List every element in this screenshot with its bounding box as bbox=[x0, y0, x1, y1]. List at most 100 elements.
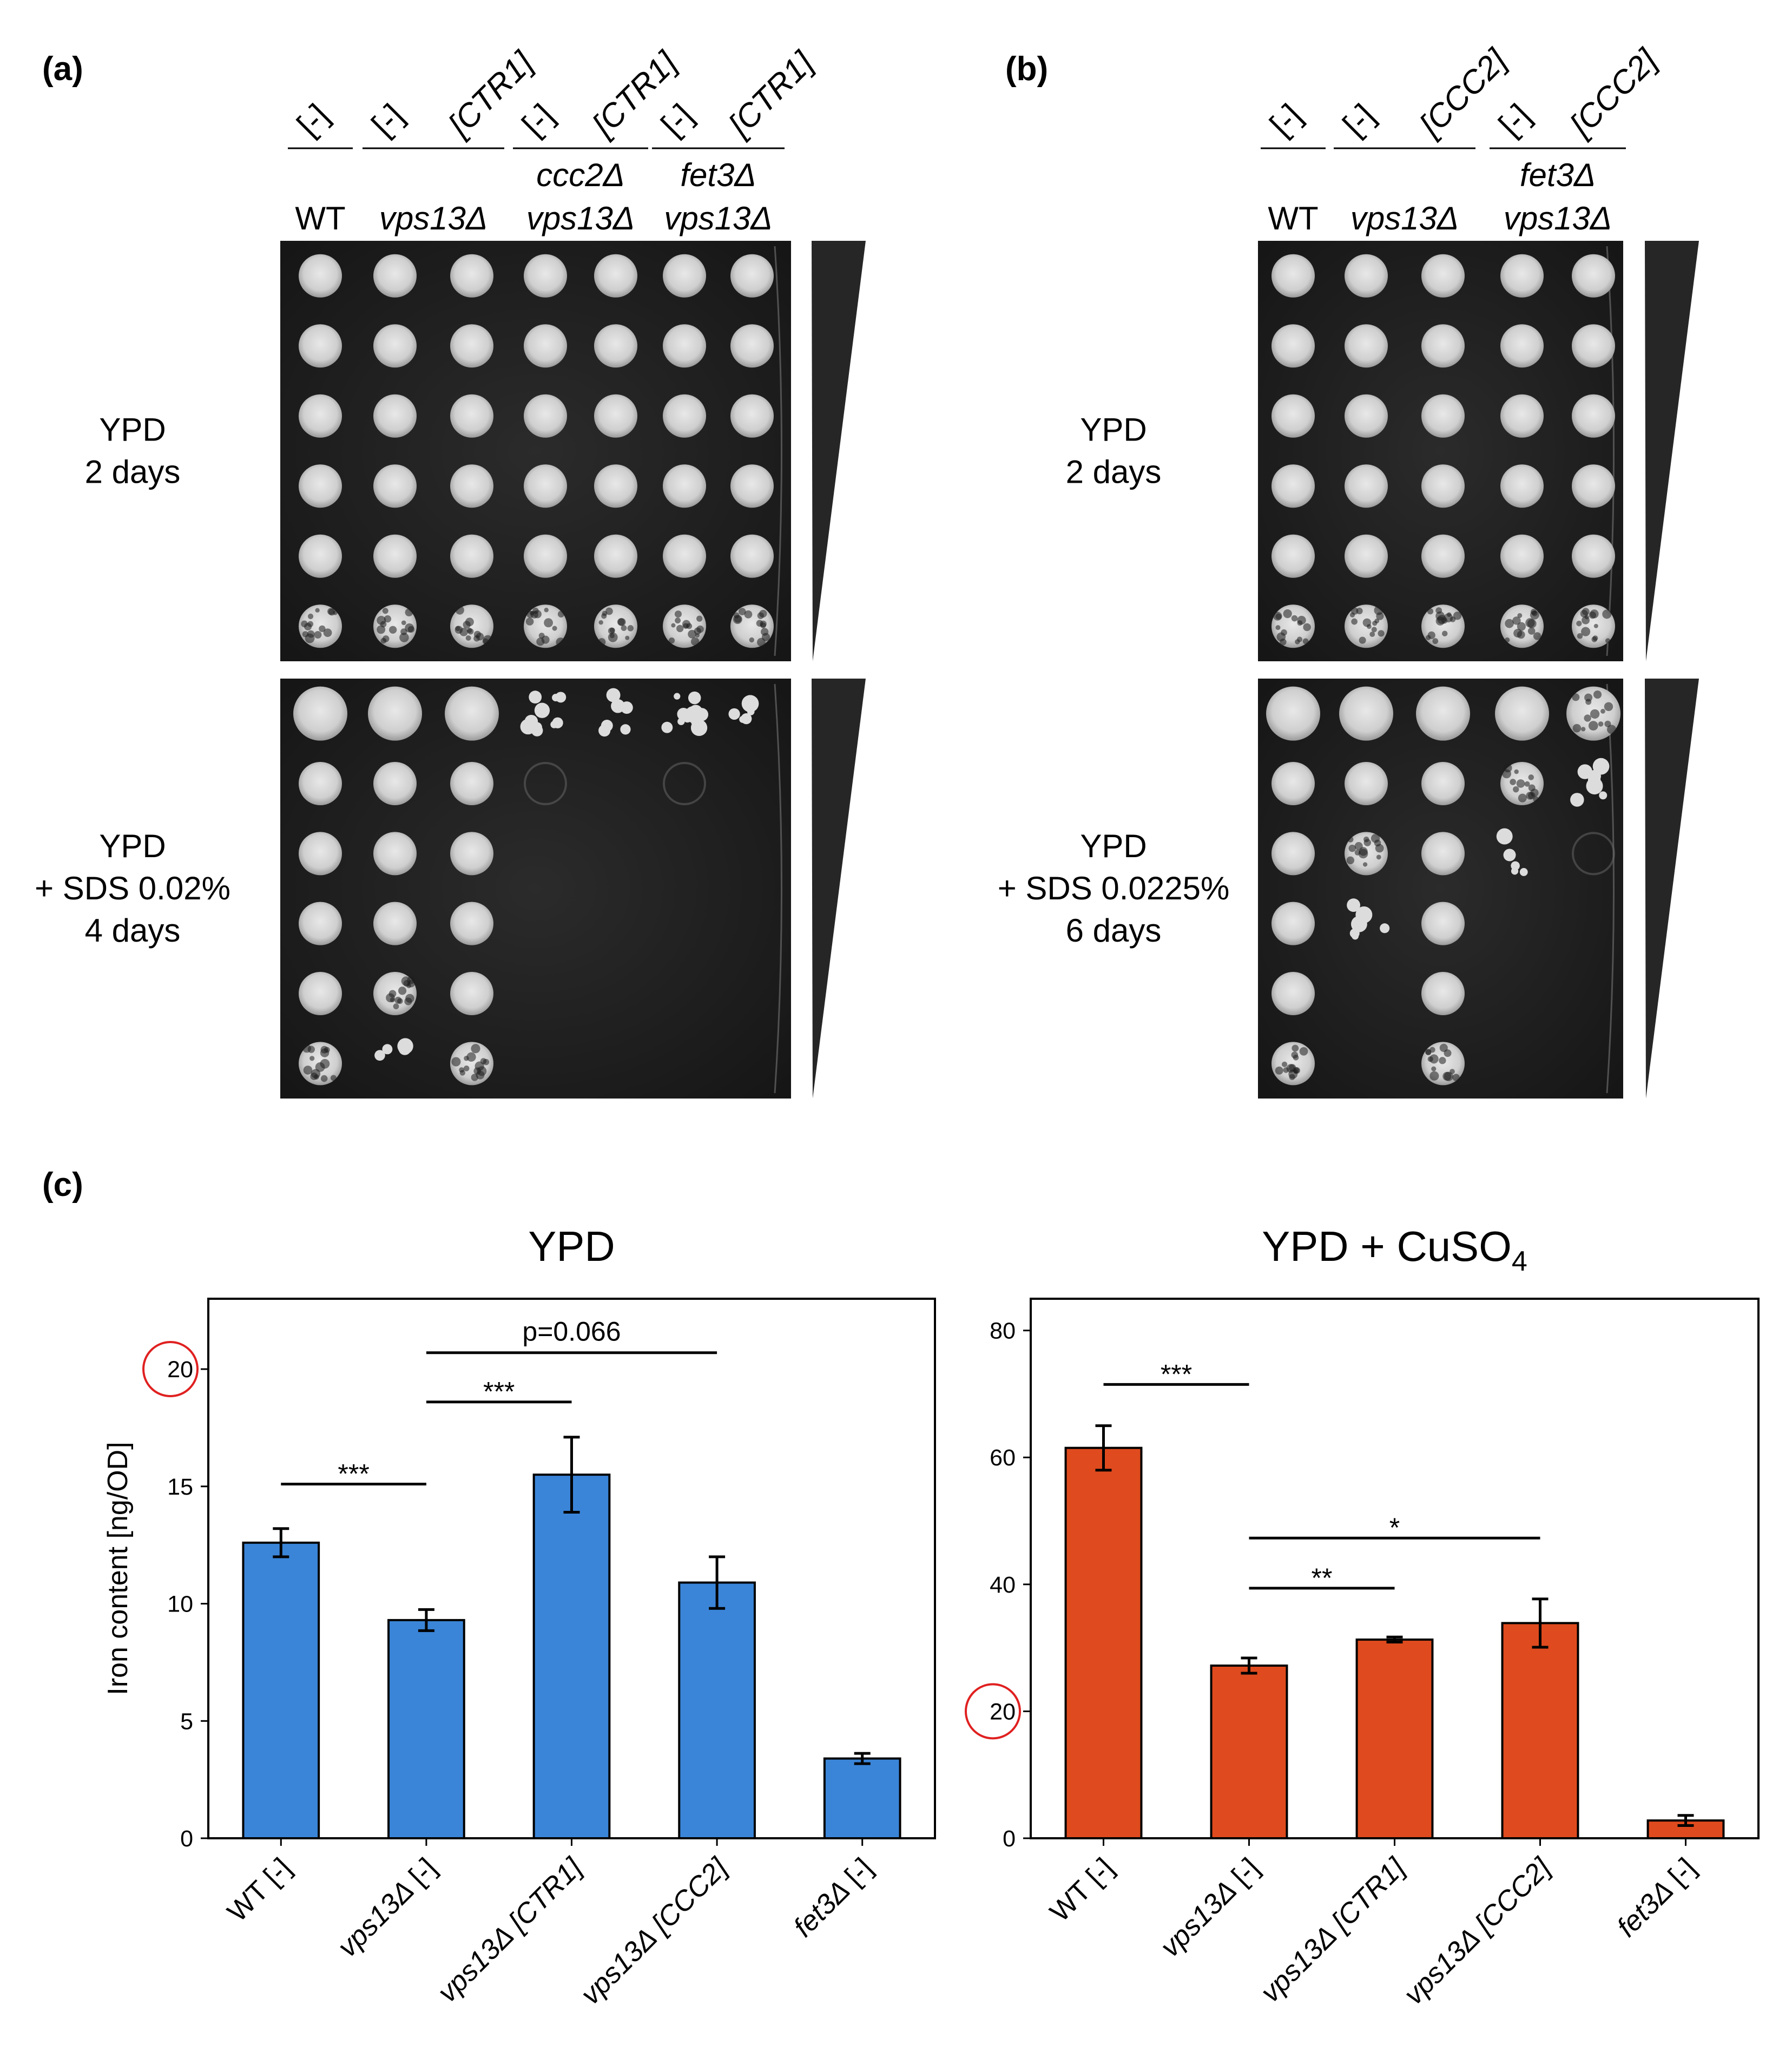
dilution-wedge bbox=[1645, 679, 1699, 1099]
condition-label: 6 days bbox=[1066, 912, 1162, 949]
colony-spot bbox=[663, 324, 706, 368]
column-label: [CCC2] bbox=[1412, 42, 1514, 144]
highlight-circle bbox=[965, 1683, 1021, 1740]
colony-spot bbox=[299, 394, 342, 438]
faint-spot bbox=[524, 762, 567, 805]
error-bar bbox=[1677, 1814, 1694, 1827]
y-tick-label: 10 bbox=[167, 1592, 193, 1617]
strain-label: vps13Δ bbox=[526, 200, 635, 236]
significance-label: *** bbox=[483, 1377, 515, 1407]
panel-a-strain-labels: WT vps13Δ ccc2Δ vps13Δ fet3Δ vps13Δ bbox=[288, 147, 785, 236]
colony bbox=[661, 721, 673, 733]
column-label: [-] bbox=[1492, 97, 1538, 143]
colony-spot bbox=[1271, 324, 1315, 368]
colony-spot bbox=[663, 254, 706, 298]
dilution-wedge bbox=[812, 679, 866, 1099]
colony-spot bbox=[299, 324, 342, 368]
bar bbox=[823, 1757, 901, 1840]
colony-spot bbox=[1345, 762, 1388, 805]
colony-spot bbox=[373, 324, 417, 368]
colony-spot bbox=[663, 534, 706, 578]
colony-spot bbox=[663, 464, 706, 508]
colony-spot bbox=[299, 902, 342, 945]
colony bbox=[524, 714, 538, 728]
column-label: [-] bbox=[365, 97, 411, 143]
colony bbox=[1594, 759, 1606, 771]
error-bar bbox=[854, 1752, 871, 1765]
agar-plate bbox=[1258, 241, 1699, 661]
colony-spot bbox=[1500, 464, 1544, 508]
strain-label: vps13Δ bbox=[379, 200, 487, 236]
colony-spot bbox=[663, 394, 706, 438]
colony bbox=[534, 702, 550, 718]
significance-label: *** bbox=[1161, 1359, 1192, 1389]
y-axis-label: Iron content [ng/OD] bbox=[102, 1442, 134, 1695]
strain-label: vps13Δ bbox=[664, 200, 772, 236]
colony-spot bbox=[1345, 394, 1388, 438]
error-bar bbox=[418, 1608, 434, 1632]
significance-bracket: p=0.066 bbox=[426, 1317, 717, 1354]
chart-title: YPD bbox=[528, 1222, 615, 1270]
colony-spot bbox=[1271, 534, 1315, 578]
colony-spot bbox=[450, 464, 493, 508]
colony-spot bbox=[373, 832, 417, 876]
strain-label: WT bbox=[1268, 200, 1318, 236]
colony-spot bbox=[594, 534, 637, 578]
agar-plate bbox=[1258, 679, 1699, 1099]
colony bbox=[1511, 867, 1519, 875]
colony-spot bbox=[730, 324, 774, 368]
colony-spot bbox=[1572, 324, 1615, 368]
agar-plate bbox=[280, 241, 866, 661]
colony-spot bbox=[1345, 324, 1388, 368]
condition-label: + SDS 0.02% bbox=[35, 870, 230, 906]
bar bbox=[242, 1541, 320, 1839]
colony bbox=[674, 693, 681, 700]
colony-spot bbox=[1266, 686, 1320, 741]
panel-a-column-labels: [-] [-] [CTR1][-] [CTR1][-] [CTR1] bbox=[290, 44, 821, 144]
strain-label-line1: fet3Δ bbox=[680, 157, 756, 193]
significance-label: p=0.066 bbox=[522, 1317, 621, 1347]
y-tick-label: 60 bbox=[990, 1445, 1016, 1471]
colony bbox=[1503, 849, 1516, 861]
colony-spot bbox=[594, 254, 637, 298]
colony-spot bbox=[1271, 464, 1315, 508]
error-bar bbox=[563, 1436, 580, 1514]
colony-spot bbox=[450, 534, 493, 578]
colony-spot bbox=[450, 762, 493, 805]
colony bbox=[1587, 773, 1601, 786]
strain-label-line1: ccc2Δ bbox=[536, 157, 625, 193]
significance-label: *** bbox=[338, 1458, 369, 1489]
condition-label: 4 days bbox=[85, 912, 181, 949]
colony-spot bbox=[594, 464, 637, 508]
column-label: [-] bbox=[515, 97, 561, 143]
colony bbox=[1519, 868, 1528, 876]
strain-label-line1: fet3Δ bbox=[1520, 157, 1596, 193]
colony-spot bbox=[373, 534, 417, 578]
colony-spot bbox=[1421, 254, 1465, 298]
colony-spot bbox=[1339, 686, 1393, 741]
x-tick-label: vps13Δ [CCC2] bbox=[1398, 1851, 1557, 2010]
colony bbox=[1347, 898, 1360, 912]
panel-b-strain-labels: WT vps13Δ fet3Δ vps13Δ bbox=[1261, 147, 1626, 236]
error-bar bbox=[1095, 1424, 1112, 1472]
colony bbox=[728, 708, 740, 720]
condition-label: YPD bbox=[99, 412, 166, 448]
chart-title-subscript: 4 bbox=[1512, 1246, 1527, 1277]
colony-spot bbox=[1500, 324, 1544, 368]
panel-b-condition-labels: YPD 2 days YPD + SDS 0.0225% 6 days bbox=[998, 412, 1230, 949]
colony bbox=[550, 721, 558, 728]
error-bar bbox=[1386, 1635, 1403, 1644]
colony-spot bbox=[299, 832, 342, 876]
colony-spot bbox=[1271, 972, 1315, 1015]
significance-bracket: *** bbox=[1103, 1359, 1249, 1389]
colony-spot bbox=[1271, 254, 1315, 298]
error-bar bbox=[709, 1555, 726, 1610]
colony bbox=[1496, 828, 1513, 845]
y-tick-label: 20 bbox=[167, 1357, 193, 1383]
x-tick-label: fet3Δ [-] bbox=[788, 1852, 879, 1943]
x-tick-label: vps13Δ [-] bbox=[332, 1852, 443, 1963]
condition-label: 2 days bbox=[1066, 454, 1162, 490]
colony-spot bbox=[524, 534, 567, 578]
y-tick-label: 20 bbox=[990, 1699, 1016, 1725]
